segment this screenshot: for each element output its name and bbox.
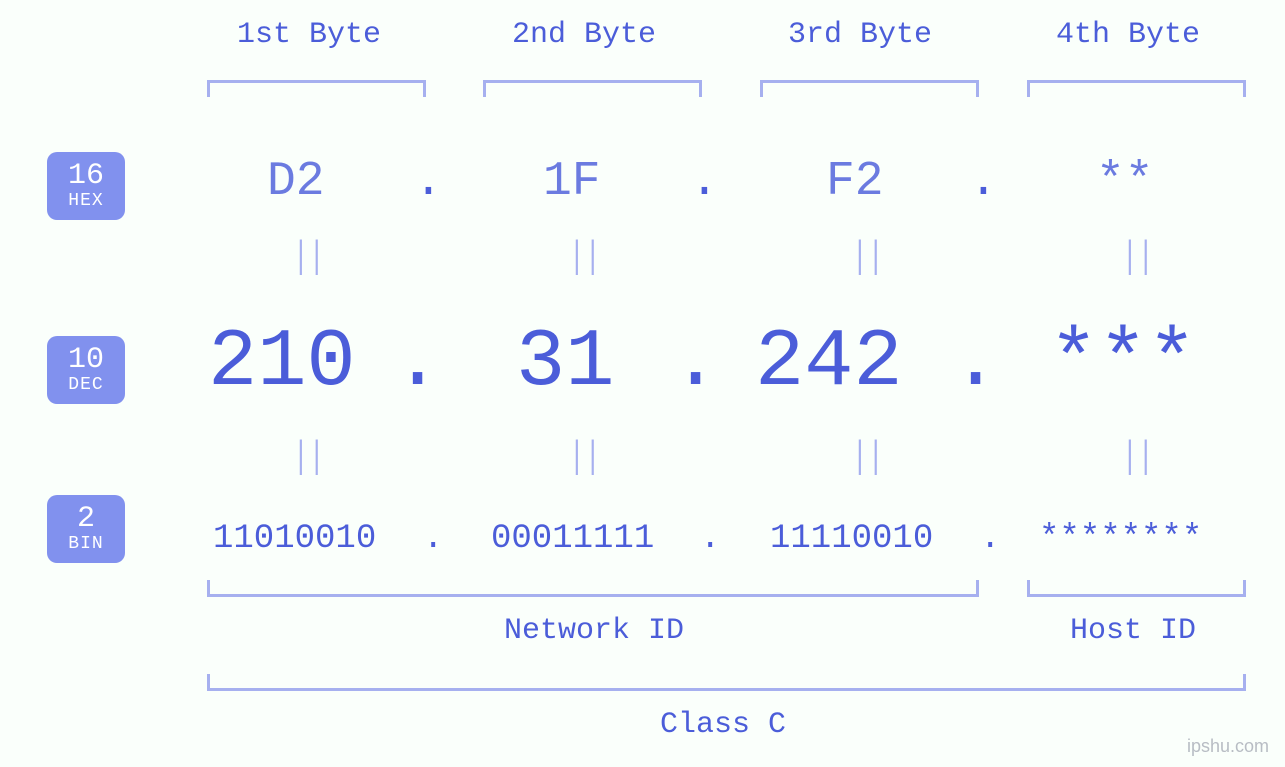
badge-num: 16 [47,161,125,193]
byte-label-1: 1st Byte [237,18,381,52]
bracket-top-3 [760,80,979,97]
bin-byte-1: 11010010 [213,520,376,558]
badge-lbl: BIN [47,535,125,554]
badge-num: 10 [47,345,125,377]
dot-hex-2: . [690,155,719,209]
ip-bases-diagram: { "colors": { "background": "#fafffb", "… [0,0,1285,767]
bracket-network-id [207,580,979,597]
bin-byte-3: 11110010 [770,520,933,558]
hex-byte-2: 1F [543,155,601,209]
hex-byte-1: D2 [267,155,325,209]
bracket-top-4 [1027,80,1246,97]
dot-hex-3: . [969,155,998,209]
dot-hex-1: . [414,155,443,209]
hex-byte-3: F2 [826,155,884,209]
dot-bin-3: . [980,520,1000,558]
dec-byte-2: 31 [516,316,614,409]
equals-icon: || [293,436,325,479]
equals-icon: || [852,236,884,279]
dot-dec-2: . [671,316,720,409]
equals-icon: || [293,236,325,279]
byte-label-2: 2nd Byte [512,18,656,52]
hex-byte-4: ** [1096,155,1154,209]
watermark: ipshu.com [1187,736,1269,757]
byte-label-3: 3rd Byte [788,18,932,52]
equals-icon: || [852,436,884,479]
bin-byte-4: ******** [1039,520,1202,558]
bracket-top-2 [483,80,702,97]
dec-byte-3: 242 [755,316,903,409]
bin-byte-2: 00011111 [491,520,654,558]
badge-lbl: HEX [47,192,125,211]
label-class: Class C [660,708,786,742]
label-network-id: Network ID [504,614,684,648]
label-host-id: Host ID [1070,614,1196,648]
badge-hex: 16 HEX [47,152,125,220]
bracket-class [207,674,1246,691]
badge-bin: 2 BIN [47,495,125,563]
bracket-top-1 [207,80,426,97]
dot-bin-1: . [423,520,443,558]
bracket-host-id [1027,580,1246,597]
badge-dec: 10 DEC [47,336,125,404]
dec-byte-4: *** [1049,316,1197,409]
equals-icon: || [1122,436,1154,479]
dot-dec-1: . [393,316,442,409]
dot-bin-2: . [700,520,720,558]
dot-dec-3: . [951,316,1000,409]
equals-icon: || [569,436,601,479]
equals-icon: || [1122,236,1154,279]
equals-icon: || [569,236,601,279]
badge-num: 2 [47,504,125,536]
byte-label-4: 4th Byte [1056,18,1200,52]
badge-lbl: DEC [47,376,125,395]
dec-byte-1: 210 [208,316,356,409]
